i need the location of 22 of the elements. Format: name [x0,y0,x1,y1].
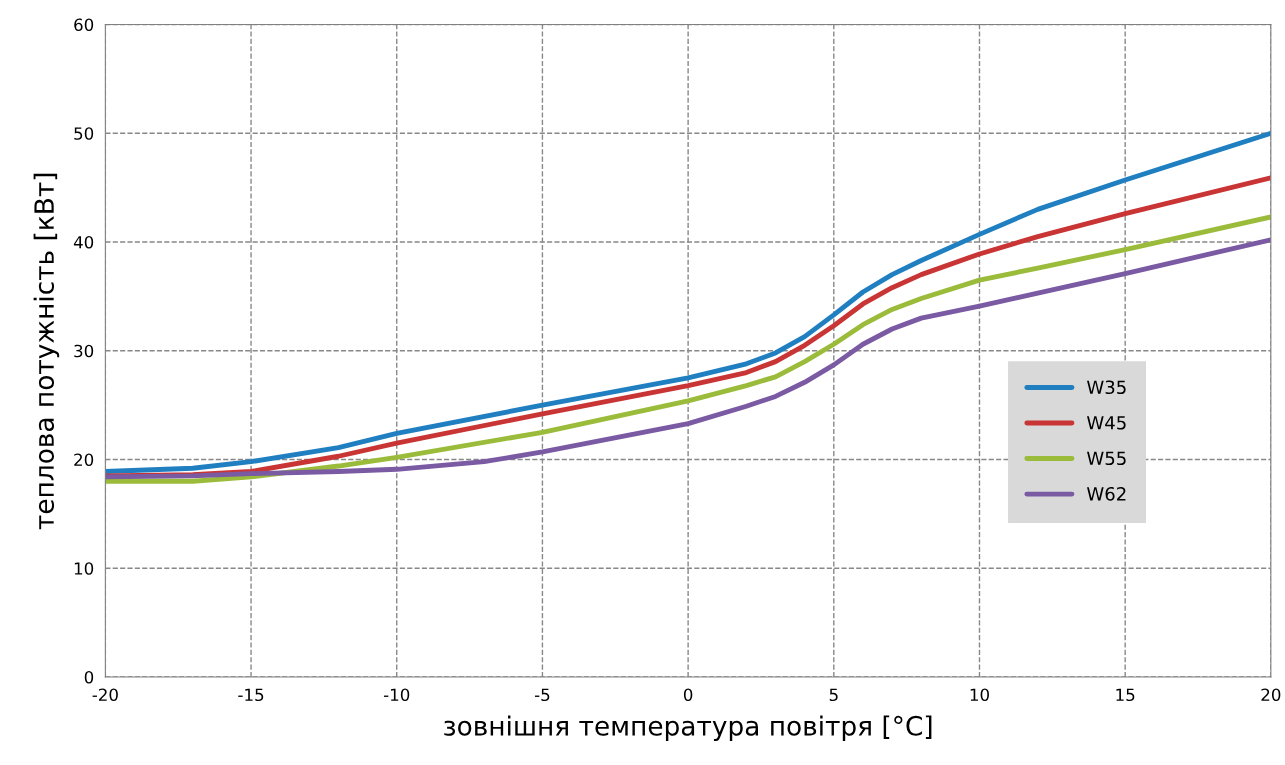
y-axis-title: теплова потужність [кВт] [33,173,60,530]
x-tick-label: -10 [383,688,410,702]
x-tick-label: 10 [970,688,989,702]
x-tick-label: -15 [238,688,264,702]
y-tick-label: 0 [84,670,94,684]
y-tick-label: 60 [74,18,94,32]
y-tick-label: 30 [74,344,94,358]
x-tick-label: -20 [92,688,118,702]
y-tick-label: 40 [73,235,94,249]
x-tick-label: -5 [534,688,550,702]
legend-label: W55 [1087,451,1126,466]
x-tick-label: 20 [1261,688,1281,702]
y-tick-label: 50 [74,127,94,140]
legend-label: W45 [1087,416,1126,430]
x-tick-label: 0 [683,688,693,702]
y-tick-label: 20 [74,453,94,467]
x-tick-label: 15 [1116,688,1135,702]
legend-label: W62 [1087,486,1126,501]
x-axis-title: зовнішня температура повітря [°C] [444,715,932,741]
x-tick-label: 5 [829,688,838,702]
legend-label: W35 [1087,380,1126,395]
y-tick-label: 10 [74,562,94,575]
